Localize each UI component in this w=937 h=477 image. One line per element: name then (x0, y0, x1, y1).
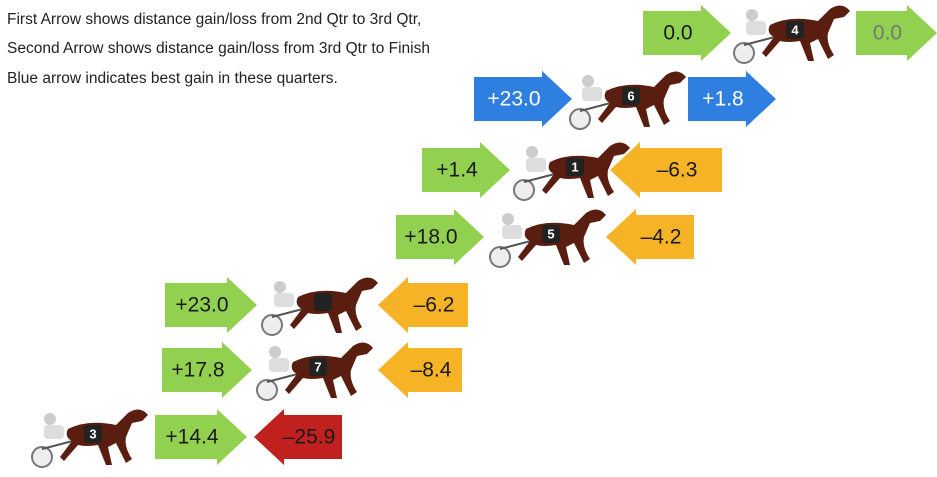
horse-number: 3 (89, 426, 96, 441)
sulky-wheel (570, 109, 590, 129)
horse-icon: 3 (32, 409, 148, 467)
arrow-label: +1.8 (702, 88, 743, 111)
driver-body (274, 293, 294, 307)
sulky-wheel (514, 180, 534, 200)
sulky-wheel (257, 380, 277, 400)
driver-body (746, 21, 766, 35)
horse-number: 7 (314, 359, 321, 374)
horse-number: 1 (571, 159, 578, 174)
horse-body (60, 409, 148, 465)
horse-body (762, 5, 850, 61)
horse-icon: 4 (734, 5, 850, 63)
arrow-label: 0.0 (873, 22, 902, 45)
arrow-label: –4.2 (641, 226, 682, 249)
arrow-label: –25.9 (283, 426, 336, 449)
note: First Arrow shows distance gain/loss fro… (7, 11, 421, 28)
driver-head (502, 213, 514, 225)
driver-head (269, 346, 281, 358)
driver-head (746, 9, 758, 21)
horse-body (285, 342, 373, 398)
arrow-label: –6.2 (414, 294, 455, 317)
horse-number: 6 (627, 88, 634, 103)
horse-number: 4 (791, 22, 799, 37)
driver-body (502, 225, 522, 239)
saddle-cloth (314, 293, 332, 311)
driver-body (44, 425, 64, 439)
driver-head (274, 281, 286, 293)
sulky-wheel (32, 447, 52, 467)
horse-body (290, 277, 378, 333)
note: Second Arrow shows distance gain/loss fr… (7, 40, 430, 57)
horse-icon: 7 (257, 342, 373, 400)
driver-head (526, 146, 538, 158)
arrow-label: 0.0 (663, 22, 692, 45)
sulky-wheel (734, 43, 754, 63)
horse-body (518, 209, 606, 265)
horse-icon: 5 (490, 209, 606, 267)
arrow-label: +17.8 (171, 359, 224, 382)
note: Blue arrow indicates best gain in these … (7, 70, 338, 87)
horse-number: 5 (547, 226, 554, 241)
driver-body (526, 158, 546, 172)
driver-body (582, 87, 602, 101)
arrow-label: +23.0 (487, 88, 540, 111)
arrow-label: +23.0 (175, 294, 228, 317)
driver-head (44, 413, 56, 425)
driver-body (269, 358, 289, 372)
sulky-wheel (262, 315, 282, 335)
sulky-wheel (490, 247, 510, 267)
horse-icon: 6 (570, 71, 686, 129)
arrow-label: +18.0 (404, 226, 457, 249)
arrow-label: –6.3 (657, 159, 698, 182)
horse-icon (262, 277, 378, 335)
race-diagram: First Arrow shows distance gain/loss fro… (0, 0, 937, 477)
arrow-label: –8.4 (411, 359, 452, 382)
horse-body (598, 71, 686, 127)
driver-head (582, 75, 594, 87)
arrow-label: +1.4 (436, 159, 478, 182)
arrow-label: +14.4 (165, 426, 218, 449)
